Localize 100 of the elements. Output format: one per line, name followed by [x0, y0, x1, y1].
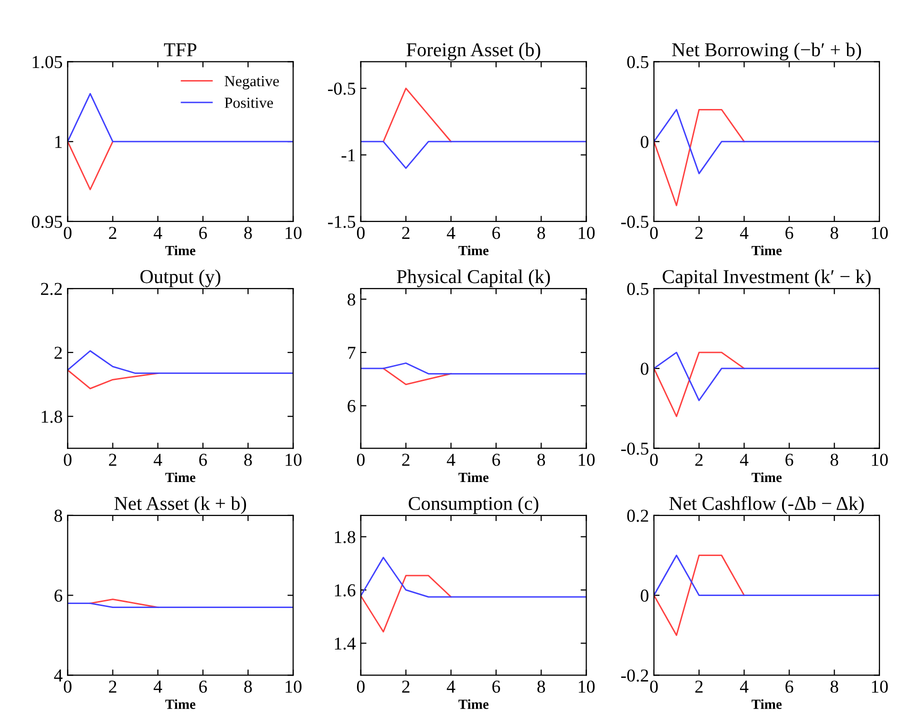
x-tick-label: 2 — [109, 454, 116, 466]
y-tick-label: 0 — [640, 590, 648, 602]
x-tick-label: 6 — [492, 226, 500, 240]
x-tick-label: 10 — [872, 226, 888, 240]
x-tick-label: 0 — [650, 226, 658, 240]
x-tick-label: 8 — [244, 454, 252, 466]
y-tick-label: 1.8 — [334, 530, 356, 544]
x-tick-label: 2 — [402, 454, 410, 466]
x-tick-label: 4 — [740, 454, 748, 466]
x-tick-label: 2 — [402, 680, 410, 693]
chart-title: Capital Investment (k′ − k) — [662, 270, 871, 288]
y-tick-label: -1.5 — [328, 216, 356, 228]
x-tick-label: 0 — [650, 454, 658, 466]
x-tick-label: 6 — [786, 226, 794, 240]
line-series — [68, 350, 294, 374]
y-tick-label: 6 — [54, 590, 62, 602]
x-tick-label: 0 — [650, 680, 658, 693]
x-tick-label: 8 — [244, 226, 252, 240]
x-tick-label: 4 — [740, 226, 748, 239]
x-tick-label: 0 — [356, 454, 365, 466]
chart-title: Output (y) — [140, 270, 220, 288]
y-tick-label: 1.05 — [32, 56, 62, 68]
x-axis-title: Time — [752, 472, 782, 482]
y-tick-label: 7 — [348, 346, 356, 359]
x-axis-title: Time — [458, 472, 488, 482]
x-tick-label: 6 — [492, 454, 500, 466]
x-tick-label: 6 — [492, 680, 500, 693]
x-axis-title: Time — [165, 472, 196, 482]
chart-title: Physical Capital (k) — [396, 270, 550, 288]
y-tick-label: -1 — [342, 149, 355, 162]
chart-title: Net Borrowing (−b′ + b) — [672, 42, 862, 60]
x-tick-label: 10 — [286, 226, 302, 240]
y-tick-label: 0.5 — [627, 282, 648, 296]
x-tick-label: 4 — [446, 454, 456, 466]
x-tick-label: 6 — [199, 454, 207, 466]
x-tick-label: 4 — [154, 454, 162, 466]
x-axis-title: Time — [752, 245, 782, 256]
x-tick-label: 0 — [356, 226, 365, 240]
y-tick-label: 8 — [54, 510, 62, 522]
y-tick-label: 0 — [640, 362, 648, 375]
x-tick-label: 6 — [786, 454, 794, 466]
y-tick-label: 4 — [54, 670, 63, 682]
x-tick-label: 10 — [578, 226, 595, 240]
chart-title: Foreign Asset (b) — [406, 42, 540, 60]
x-tick-label: 10 — [578, 454, 595, 466]
chart-title: Net Cashflow (-Δb − Δk) — [669, 496, 864, 514]
x-tick-label: 4 — [446, 680, 456, 693]
x-tick-label: 10 — [286, 454, 302, 466]
chart-title: TFP — [164, 43, 196, 56]
x-tick-label: 8 — [537, 226, 546, 240]
x-tick-label: 6 — [786, 680, 794, 693]
x-tick-label: 2 — [109, 226, 116, 239]
x-tick-label: 10 — [286, 680, 302, 693]
y-tick-label: 6 — [348, 400, 356, 412]
line-series — [382, 368, 452, 386]
x-tick-label: 8 — [537, 454, 546, 466]
y-tick-label: -0.2 — [621, 669, 648, 682]
x-tick-label: 0 — [356, 680, 365, 693]
y-tick-label: 1 — [55, 136, 62, 148]
x-tick-label: 2 — [402, 226, 410, 239]
x-tick-label: 0 — [64, 680, 72, 693]
x-tick-label: 8 — [244, 680, 252, 693]
y-tick-label: 1.6 — [334, 584, 356, 596]
x-tick-label: 4 — [446, 226, 456, 239]
legend-label: Negative — [224, 76, 279, 90]
x-tick-label: 4 — [740, 680, 748, 693]
x-tick-label: 2 — [109, 680, 116, 693]
x-tick-label: 8 — [830, 454, 838, 466]
legend-label: Positive — [224, 98, 273, 108]
y-tick-label: 0.2 — [627, 510, 648, 522]
x-tick-label: 0 — [64, 226, 72, 240]
x-tick-label: 2 — [695, 454, 703, 466]
y-tick-label: -0.5 — [621, 442, 648, 455]
x-tick-label: 6 — [199, 680, 207, 693]
x-axis-title: Time — [165, 699, 196, 709]
y-tick-label: 8 — [348, 293, 356, 306]
y-tick-label: -0.5 — [621, 216, 648, 228]
x-tick-label: 10 — [578, 680, 595, 693]
x-tick-label: 4 — [154, 680, 162, 693]
y-tick-label: 2 — [54, 346, 62, 359]
y-tick-label: 0.95 — [32, 216, 62, 228]
x-tick-label: 8 — [830, 226, 838, 240]
chart-title: Consumption (c) — [408, 496, 538, 514]
chart-title: Net Asset (k + b) — [114, 496, 246, 514]
x-tick-label: 0 — [64, 454, 72, 466]
y-tick-label: -0.5 — [328, 82, 356, 95]
y-tick-label: 2.2 — [41, 282, 62, 296]
line-series — [360, 574, 452, 632]
x-axis-title: Time — [458, 245, 488, 256]
x-tick-label: 6 — [199, 226, 207, 240]
line-series — [360, 556, 586, 598]
x-axis-title: Time — [458, 699, 488, 709]
y-tick-label: 0 — [640, 136, 648, 148]
y-tick-label: 1.8 — [42, 410, 62, 423]
x-axis-title: Time — [165, 245, 196, 256]
x-tick-label: 8 — [830, 680, 838, 693]
x-tick-label: 4 — [154, 226, 162, 239]
x-tick-label: 10 — [872, 454, 888, 466]
x-tick-label: 2 — [695, 680, 703, 693]
x-tick-label: 10 — [872, 680, 888, 693]
